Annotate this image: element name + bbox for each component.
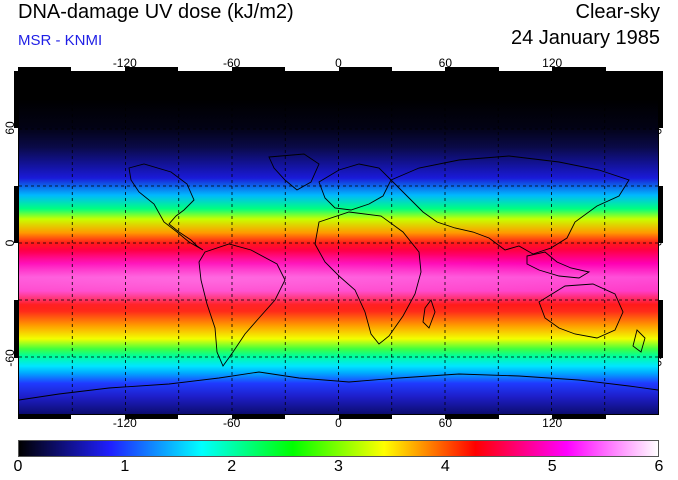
coastlines: [19, 153, 658, 401]
frame-segment: [124, 415, 179, 419]
frame-segment: [338, 415, 392, 419]
colorbar-label: 0: [13, 458, 23, 475]
frame-segment: [18, 415, 72, 419]
coastline-madagascar: [422, 299, 436, 329]
longitude-label: 120: [542, 56, 563, 70]
uv-dose-map: [18, 71, 659, 415]
frame-segment: [14, 185, 18, 243]
frame-segment: [659, 71, 663, 129]
coastline-greenland: [268, 153, 320, 191]
coastline-africa: [314, 211, 422, 345]
frame-segment: [659, 300, 663, 358]
frame-segment: [231, 415, 286, 419]
frame-segment: [659, 185, 663, 243]
frame-segment: [231, 67, 286, 71]
colorbar-label: 3: [334, 458, 343, 475]
frame-segment: [445, 415, 499, 419]
source-label: MSR - KNMI: [18, 32, 103, 49]
frame-segment: [338, 67, 392, 71]
coastline-north-america: [128, 163, 204, 251]
sky-mode-label: Clear-sky: [575, 1, 660, 23]
frame-segment: [552, 415, 606, 419]
longitude-label: -60: [222, 416, 241, 430]
coastline-antarctica: [19, 371, 658, 401]
longitude-label: 60: [438, 416, 453, 430]
date-label: 24 January 1985: [510, 27, 660, 49]
colorbar: [18, 440, 659, 457]
coastline-australia: [538, 283, 624, 339]
map-overlay: [19, 72, 658, 414]
colorbar-label: 6: [654, 458, 664, 475]
chart-title: DNA-damage UV dose (kJ/m2): [18, 1, 294, 23]
colorbar-label: 4: [440, 458, 450, 475]
longitude-label: 0: [335, 416, 342, 430]
longitude-label: -120: [112, 56, 137, 70]
colorbar-label: 2: [227, 458, 237, 475]
longitude-label: -60: [222, 56, 241, 70]
graticule: [19, 72, 658, 414]
frame-segment: [18, 67, 72, 71]
longitude-label: 120: [542, 416, 563, 430]
frame-segment: [14, 71, 18, 129]
coastline-south-america: [198, 243, 286, 367]
longitude-label: -120: [112, 416, 137, 430]
frame-segment: [124, 67, 179, 71]
coastline-europe: [318, 163, 392, 211]
frame-segment: [552, 67, 606, 71]
colorbar-label: 5: [547, 458, 557, 475]
frame-segment: [445, 67, 499, 71]
colorbar-label: 1: [120, 458, 130, 475]
coastline-new-zealand: [632, 329, 646, 353]
coastline-asia: [390, 155, 630, 255]
frame-segment: [14, 300, 18, 358]
longitude-label: 60: [438, 56, 453, 70]
coastline-indonesia: [526, 251, 591, 279]
longitude-label: 0: [335, 56, 342, 70]
